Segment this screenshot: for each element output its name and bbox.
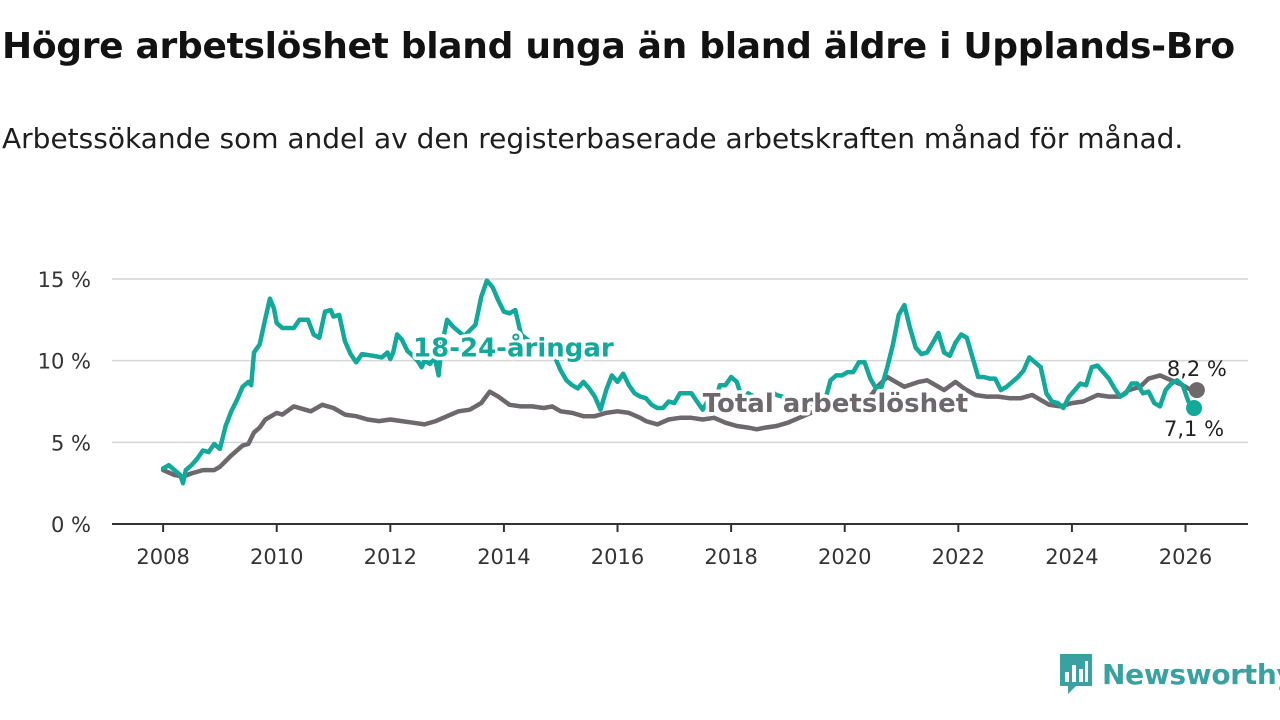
y-tick-label: 15 % xyxy=(38,268,91,292)
series-line-youth xyxy=(160,278,1197,486)
brand-logo: Newsworthy xyxy=(1058,652,1280,696)
series-labels: 7,1 % 8,2 % 18-24-åringar Total arbetslöshe… xyxy=(410,328,1227,441)
x-tick-label: 2016 xyxy=(591,545,644,569)
x-tick-label: 2010 xyxy=(250,545,303,569)
end-point-dot xyxy=(1186,400,1203,417)
x-tick-label: 2008 xyxy=(136,545,189,569)
x-tick-label: 2022 xyxy=(932,545,985,569)
brand-name: Newsworthy xyxy=(1102,657,1280,691)
series-line-total xyxy=(160,373,1200,479)
x-tick-label: 2020 xyxy=(818,545,871,569)
x-tick-label: 2012 xyxy=(364,545,417,569)
y-tick-label: 5 % xyxy=(51,431,91,455)
series-label: 18-24-åringar xyxy=(413,332,614,364)
axes: 0 % 5 % 10 % 15 % 2008 2010 2012 2014 2016 2018 20… xyxy=(38,268,1248,569)
newsworthy-logo-icon xyxy=(1060,654,1092,694)
gridlines xyxy=(112,278,1248,444)
chart-subtitle: Arbetssökande som andel av den registerb… xyxy=(2,122,1184,155)
series-label: Total arbetslöshet xyxy=(703,389,968,419)
x-tick-label: 2026 xyxy=(1159,545,1212,569)
end-point-dot xyxy=(1188,382,1205,399)
series-lines xyxy=(160,278,1200,486)
end-value-label: 8,2 % xyxy=(1167,357,1227,381)
x-tick-label: 2018 xyxy=(704,545,757,569)
end-value-label: 7,1 % xyxy=(1164,417,1224,441)
x-tick-label: 2014 xyxy=(477,545,530,569)
y-tick-label: 10 % xyxy=(38,350,91,374)
y-tick-label: 0 % xyxy=(51,513,91,537)
x-tick-label: 2024 xyxy=(1045,545,1098,569)
chart-title: Högre arbetslöshet bland unga än bland ä… xyxy=(2,26,1235,67)
